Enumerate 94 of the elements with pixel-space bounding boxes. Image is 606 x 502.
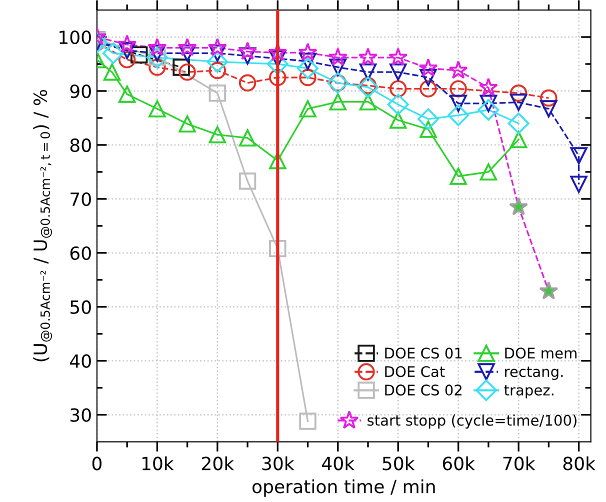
point bbox=[296, 58, 319, 80]
legend-label: start stopp (cycle=time/100) bbox=[368, 414, 576, 429]
point bbox=[118, 51, 136, 68]
point bbox=[103, 63, 121, 81]
point bbox=[118, 34, 137, 53]
point bbox=[102, 42, 124, 64]
point bbox=[540, 89, 558, 107]
legend-label: DOE mem bbox=[505, 348, 576, 359]
point bbox=[478, 78, 498, 96]
y-tick-label: 70 bbox=[70, 192, 91, 206]
point bbox=[208, 126, 226, 144]
point bbox=[178, 115, 196, 133]
x-tick-label: 20k bbox=[202, 456, 234, 470]
point bbox=[570, 176, 588, 193]
point bbox=[420, 120, 437, 138]
point bbox=[269, 68, 286, 86]
point bbox=[299, 100, 316, 118]
legend-label: DOE CS 01 bbox=[385, 348, 462, 359]
point bbox=[268, 42, 288, 61]
point bbox=[172, 58, 190, 76]
point bbox=[510, 130, 528, 148]
point bbox=[420, 68, 437, 86]
point bbox=[208, 38, 227, 56]
legend-label: DOE Cat bbox=[385, 366, 445, 378]
point bbox=[118, 86, 136, 103]
y-tick-label: 100 bbox=[60, 30, 91, 44]
y-tick-label: 50 bbox=[70, 300, 91, 314]
point bbox=[238, 129, 256, 147]
y-tick-label: 90 bbox=[70, 84, 91, 98]
point bbox=[480, 163, 498, 181]
point bbox=[418, 58, 438, 77]
legend-label: trapez. bbox=[504, 385, 554, 398]
point bbox=[238, 42, 258, 60]
point bbox=[450, 80, 467, 98]
point bbox=[130, 46, 148, 64]
point bbox=[329, 93, 346, 110]
point bbox=[390, 63, 407, 81]
point bbox=[539, 281, 558, 300]
point bbox=[508, 112, 530, 134]
x-tick-label: 80k bbox=[563, 456, 596, 470]
point bbox=[238, 172, 256, 190]
point bbox=[417, 108, 440, 130]
point bbox=[388, 48, 408, 66]
point bbox=[387, 94, 409, 116]
point bbox=[358, 48, 378, 66]
point bbox=[510, 94, 528, 111]
point bbox=[448, 60, 468, 79]
x-tick-label: 10k bbox=[142, 456, 174, 470]
point bbox=[390, 112, 407, 129]
point bbox=[238, 74, 256, 92]
point bbox=[510, 84, 528, 102]
point bbox=[328, 48, 348, 66]
point bbox=[148, 38, 167, 56]
point bbox=[269, 240, 286, 258]
point bbox=[299, 68, 316, 86]
point bbox=[208, 84, 226, 102]
y-tick-label: 60 bbox=[70, 246, 91, 260]
point bbox=[450, 94, 467, 112]
point bbox=[359, 93, 377, 110]
x-tick-label: 40k bbox=[322, 456, 355, 470]
y-tick-label: 80 bbox=[70, 138, 91, 152]
y-tick-label: 30 bbox=[70, 408, 91, 422]
x-tick-label: 50k bbox=[382, 456, 415, 470]
point bbox=[206, 51, 228, 73]
point bbox=[509, 197, 528, 216]
point bbox=[178, 38, 197, 56]
x-tick-label: 70k bbox=[503, 456, 536, 470]
point bbox=[148, 100, 166, 118]
point bbox=[390, 80, 407, 98]
legend-label: rectang. bbox=[505, 366, 563, 380]
point bbox=[178, 44, 196, 62]
point bbox=[540, 100, 558, 118]
point bbox=[570, 147, 588, 164]
point bbox=[178, 63, 196, 81]
point bbox=[298, 42, 318, 61]
y-tick-label: 40 bbox=[70, 354, 91, 368]
point bbox=[266, 53, 288, 75]
point bbox=[420, 80, 437, 98]
x-tick-label: 60k bbox=[442, 456, 476, 470]
x-axis-title: operation time / min bbox=[252, 479, 435, 497]
point bbox=[448, 104, 470, 126]
point bbox=[357, 76, 379, 98]
point bbox=[329, 58, 346, 76]
x-tick-label: 30k bbox=[262, 456, 294, 470]
point bbox=[269, 152, 286, 170]
point bbox=[118, 42, 136, 60]
point bbox=[450, 168, 467, 185]
x-tick-label: 0 bbox=[92, 456, 102, 470]
point bbox=[148, 58, 166, 76]
y-axis-title: (U$_{@0.5Acm⁻²}$ / U$_{@0.5Acm⁻²,t=0}$) / % bbox=[33, 90, 52, 362]
point bbox=[299, 412, 316, 430]
point bbox=[478, 99, 500, 121]
point bbox=[359, 63, 377, 81]
legend-label: DOE CS 02 bbox=[385, 384, 462, 396]
